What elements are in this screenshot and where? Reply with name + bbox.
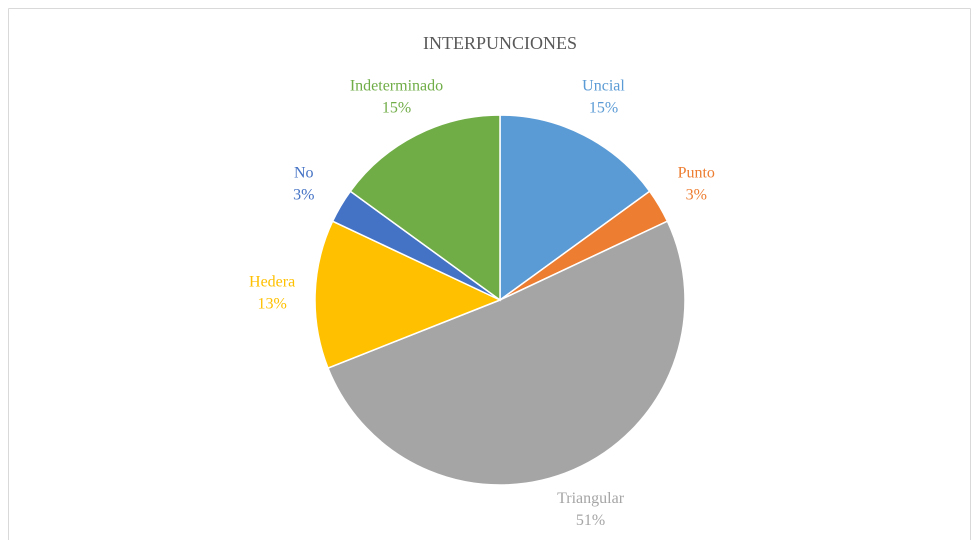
pie-slice bbox=[314, 220, 502, 370]
slice-label: Uncial bbox=[582, 78, 625, 95]
slice-value-label: 15% bbox=[589, 100, 618, 117]
slice-value-label: 3% bbox=[293, 187, 314, 204]
slice-value-label: 15% bbox=[382, 100, 411, 117]
slice-label: Triangular bbox=[557, 490, 625, 507]
slice-label: Indeterminado bbox=[350, 78, 443, 95]
slice-value-label: 51% bbox=[576, 512, 605, 529]
slice-value-label: 3% bbox=[686, 187, 707, 204]
pie-slice bbox=[327, 220, 686, 486]
chart-title: INTERPUNCIONES bbox=[423, 33, 577, 53]
slice-label: No bbox=[294, 165, 314, 182]
pie-slice bbox=[499, 114, 651, 302]
slice-label: Punto bbox=[678, 165, 715, 182]
slice-label: Hedera bbox=[249, 274, 295, 291]
pie-slice bbox=[349, 114, 501, 302]
slice-value-label: 13% bbox=[257, 296, 286, 313]
